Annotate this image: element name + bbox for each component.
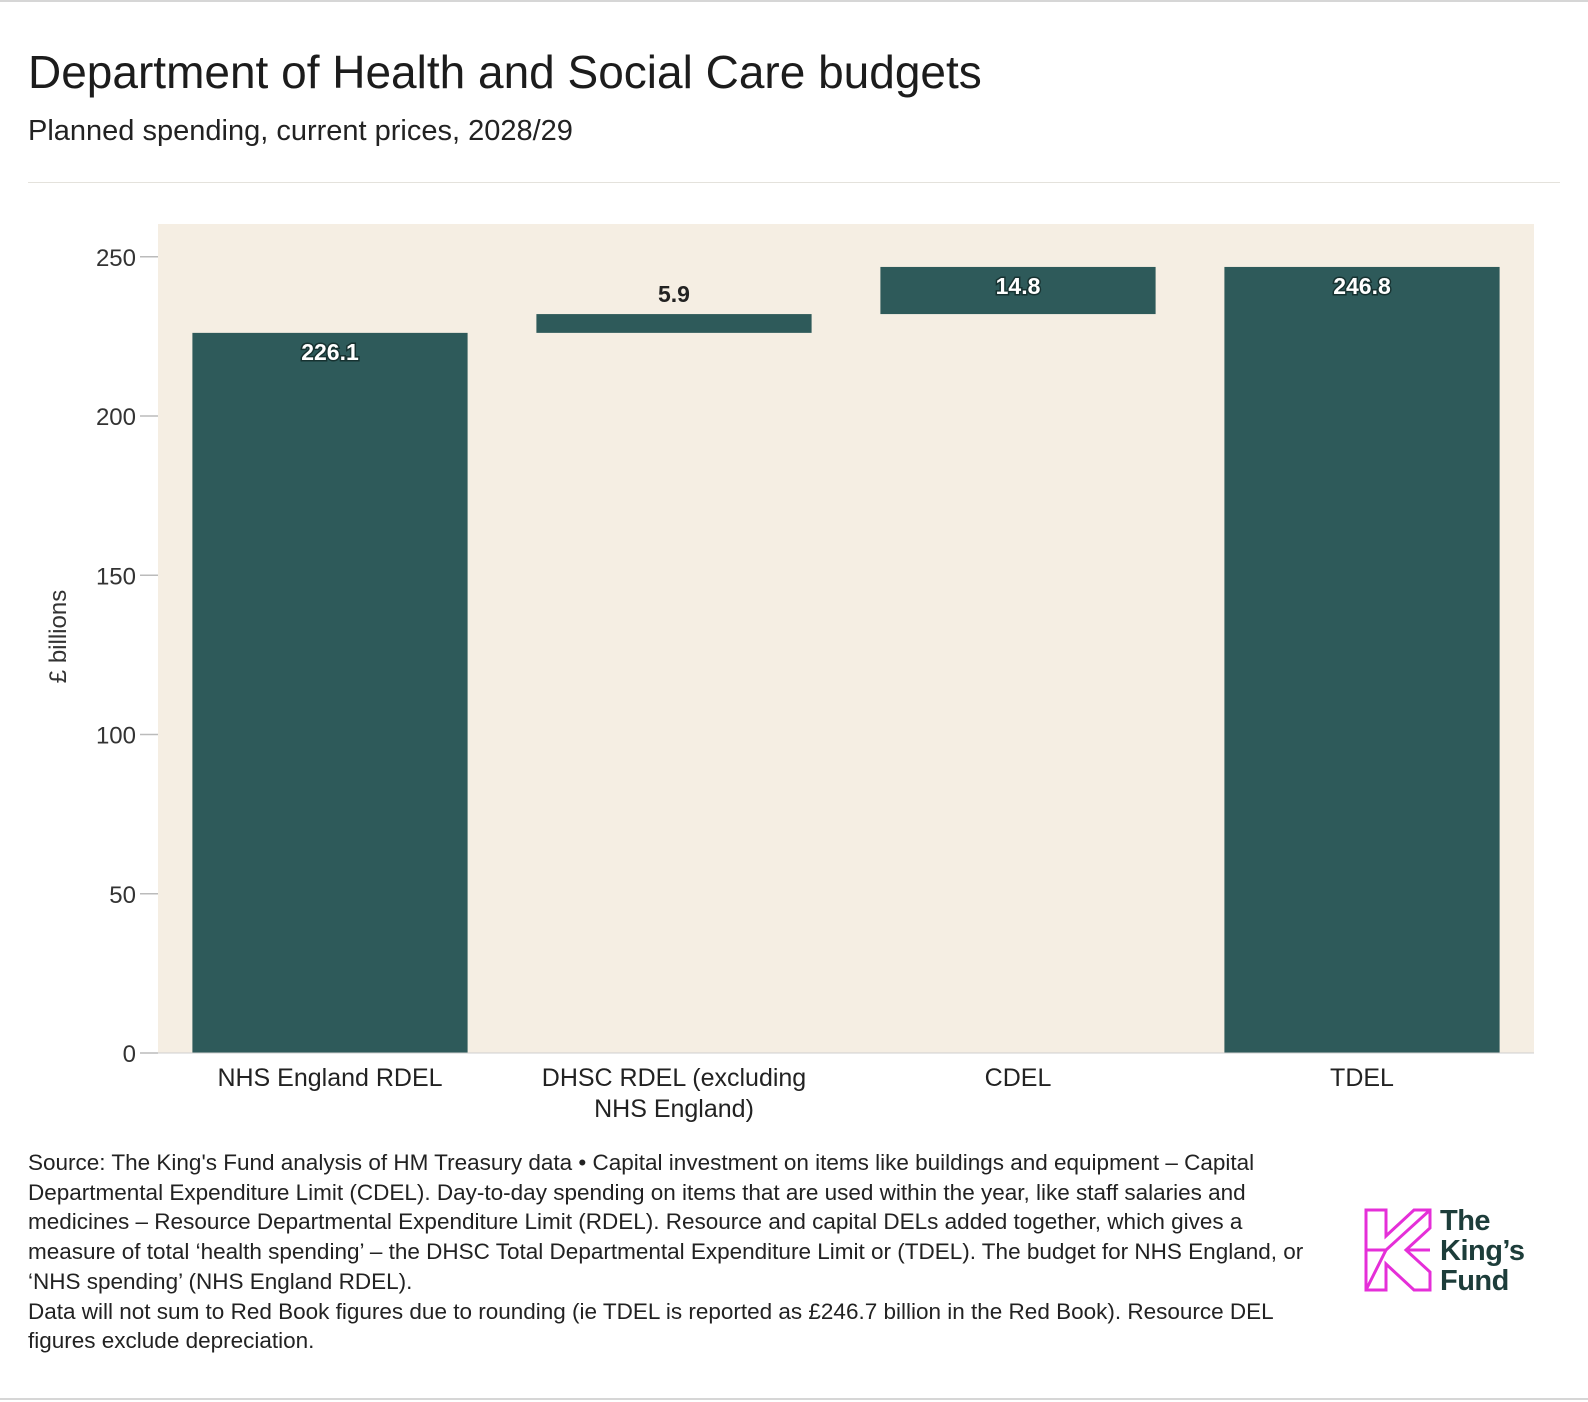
- kings-fund-logo: The King’s Fund: [1362, 1206, 1542, 1296]
- y-axis: 0 50 100 150 200 250: [96, 245, 158, 1068]
- bars-group: [192, 266, 1500, 1054]
- y-axis-label: £ billions: [45, 590, 72, 683]
- logo-line-2: King’s: [1440, 1235, 1525, 1267]
- bar: [880, 266, 1156, 315]
- kings-fund-k-icon: [1364, 1208, 1432, 1292]
- footnote-rounding-note: Data will not sum to Red Book figures du…: [28, 1298, 1273, 1354]
- y-tick-label: 150: [96, 563, 136, 590]
- bar: [1224, 266, 1500, 1053]
- chart-subtitle: Planned spending, current prices, 2028/2…: [28, 115, 573, 147]
- waterfall-chart: 0 50 100 150 200 250 226.1 5.9 14.8 246.8 NHS En…: [45, 224, 1534, 1123]
- bar-value-label: 5.9: [658, 281, 690, 307]
- header-divider: [28, 182, 1560, 183]
- logo-wordmark: The King’s Fund: [1440, 1206, 1525, 1296]
- footnote: Source: The King's Fund analysis of HM T…: [28, 1148, 1318, 1356]
- y-tick-label: 50: [109, 882, 136, 909]
- y-tick-label: 0: [123, 1041, 136, 1068]
- chart-title: Department of Health and Social Care bud…: [28, 46, 982, 98]
- x-axis: NHS England RDEL DHSC RDEL (excluding NHS …: [158, 1052, 1534, 1123]
- x-category-label: TDEL: [1330, 1064, 1394, 1092]
- y-tick-label: 200: [96, 404, 136, 431]
- logo-line-3: Fund: [1440, 1265, 1509, 1297]
- bottom-rule: [0, 1398, 1588, 1400]
- bar: [192, 332, 468, 1054]
- logo-line-1: The: [1440, 1205, 1491, 1237]
- bar-value-label: 14.8: [996, 273, 1041, 299]
- x-category-label: NHS England): [594, 1095, 754, 1123]
- y-tick-label: 100: [96, 723, 136, 750]
- x-category-label: NHS England RDEL: [217, 1064, 442, 1092]
- bar-value-label: 226.1: [301, 339, 359, 365]
- footnote-source: Source: The King's Fund analysis of HM T…: [28, 1150, 1304, 1294]
- bar: [536, 314, 812, 333]
- x-category-label: DHSC RDEL (excluding: [542, 1064, 806, 1092]
- bar-value-label: 246.8: [1333, 273, 1391, 299]
- x-category-label: CDEL: [985, 1064, 1052, 1092]
- y-tick-label: 250: [96, 245, 136, 272]
- data-labels-group: 226.1 5.9 14.8 246.8: [300, 271, 1393, 366]
- top-rule: [0, 0, 1588, 2]
